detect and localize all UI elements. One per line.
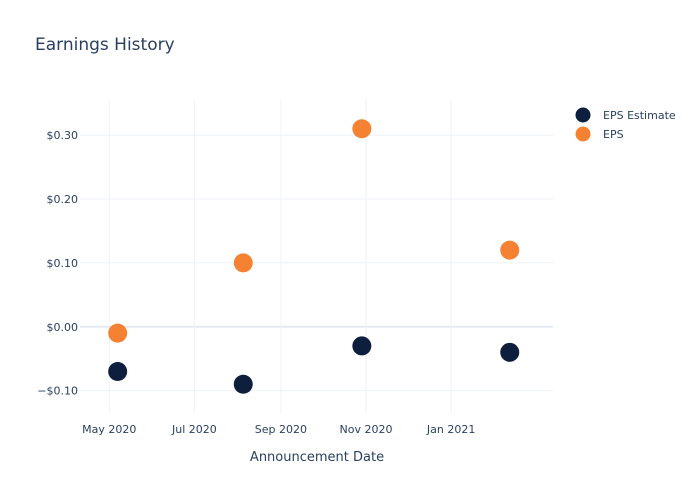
y-tick-label: $0.00 — [47, 321, 79, 334]
x-tick-label: Jan 2021 — [426, 423, 475, 436]
legend: EPS Estimate EPS — [575, 107, 676, 142]
legend-label-eps: EPS — [603, 128, 624, 141]
eps-point — [500, 240, 520, 260]
legend-marker-eps-estimate — [575, 107, 591, 123]
eps-estimate-point — [500, 342, 520, 362]
eps-estimate-point — [352, 336, 372, 356]
eps-point — [233, 253, 253, 273]
y-tick-label: $0.10 — [47, 257, 79, 270]
y-tick-label: $0.20 — [47, 193, 79, 206]
grid — [80, 100, 553, 413]
x-tick-label: Sep 2020 — [255, 423, 307, 436]
x-axis: May 2020 Jul 2020 Sep 2020 Nov 2020 Jan 2021 — [82, 423, 475, 436]
legend-label-eps-estimate: EPS Estimate — [603, 109, 676, 122]
y-tick-label: $0.30 — [47, 129, 79, 142]
x-axis-title: Announcement Date — [250, 450, 384, 465]
x-tick-label: May 2020 — [82, 423, 136, 436]
chart-title: Earnings History — [35, 35, 175, 55]
eps-point — [108, 323, 128, 343]
eps-estimate-point — [108, 361, 128, 381]
eps-point — [352, 119, 372, 139]
eps-estimate-point — [233, 374, 253, 394]
y-axis: −$0.10 $0.00 $0.10 $0.20 $0.30 — [37, 129, 78, 398]
x-tick-label: Jul 2020 — [171, 423, 217, 436]
y-tick-label: −$0.10 — [37, 385, 78, 398]
x-tick-label: Nov 2020 — [340, 423, 393, 436]
plot-area — [108, 119, 520, 394]
legend-marker-eps — [575, 126, 591, 142]
